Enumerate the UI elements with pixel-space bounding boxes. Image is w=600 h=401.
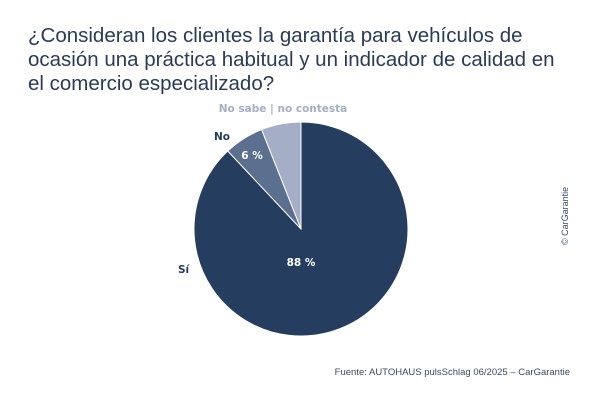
slice-label-2: No sabe | no contesta	[219, 103, 348, 115]
chart-title: ¿Consideran los clientes la garantía par…	[28, 24, 555, 95]
slice-value-0: 88 %	[287, 257, 316, 269]
copyright: © CarGarantie	[560, 186, 570, 245]
slice-value-1: 6 %	[241, 150, 263, 162]
slice-label-0: Sí	[178, 264, 191, 276]
slice-label-1: No	[214, 131, 230, 143]
source-note: Fuente: AUTOHAUS pulsSchlag 06/2025 – Ca…	[334, 367, 570, 378]
pie-slice-2	[260, 121, 302, 230]
